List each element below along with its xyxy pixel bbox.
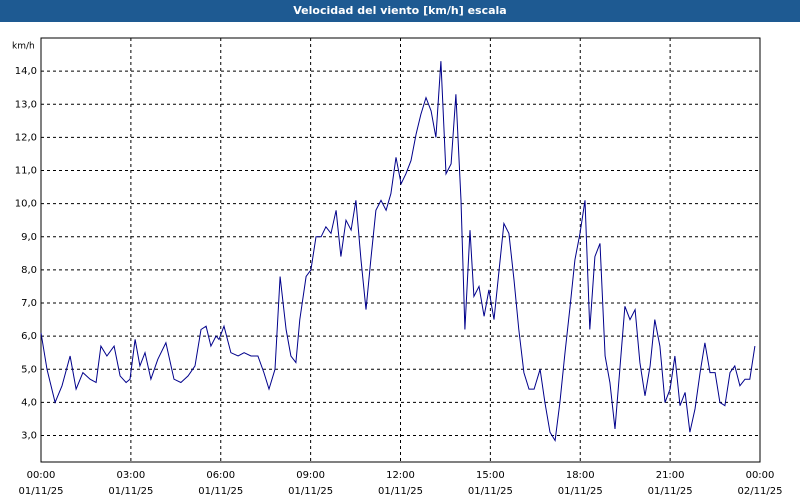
x-tick-label: 00:00 [27,470,56,481]
x-tick-label: 09:00 [296,470,325,481]
y-tick-label: 5,0 [21,364,37,375]
x-tick-date: 01/11/25 [108,486,153,497]
x-tick-label: 21:00 [656,470,685,481]
y-tick-label: 3,0 [21,431,37,442]
title-bar [0,0,800,22]
y-tick-label: 10,0 [15,199,37,210]
x-tick-date: 01/11/25 [648,486,693,497]
x-tick-label: 18:00 [566,470,595,481]
x-tick-label: 00:00 [746,470,775,481]
x-tick-date: 01/11/25 [558,486,603,497]
chart-title: Velocidad del viento [km/h] escala [293,4,506,17]
y-tick-label: 13,0 [15,99,37,110]
y-tick-label: 6,0 [21,331,37,342]
y-tick-label: 4,0 [21,397,37,408]
x-tick-date: 01/11/25 [19,486,64,497]
y-tick-label: 9,0 [21,232,37,243]
x-tick-label: 03:00 [116,470,145,481]
y-tick-label: 14,0 [15,66,37,77]
plot-border [40,37,761,463]
y-tick-label: 7,0 [21,298,37,309]
y-tick-label: 12,0 [15,132,37,143]
x-tick-date: 01/11/25 [198,486,243,497]
x-tick-date: 01/11/25 [378,486,423,497]
data-line [40,61,756,442]
x-tick-label: 12:00 [386,470,415,481]
y-tick-label: 8,0 [21,265,37,276]
x-tick-label: 15:00 [476,470,505,481]
y-tick-label: 11,0 [15,166,37,177]
x-tick-label: 06:00 [206,470,235,481]
x-tick-date: 01/11/25 [468,486,513,497]
x-tick-date: 02/11/25 [738,486,783,497]
x-tick-date: 01/11/25 [288,486,333,497]
y-unit: km/h [12,42,35,52]
